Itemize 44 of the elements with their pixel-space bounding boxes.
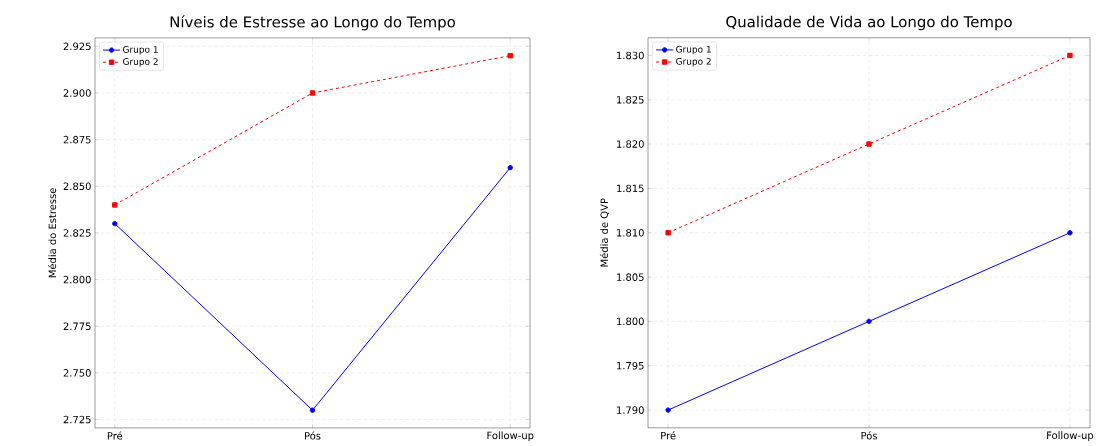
legend-label: Grupo 2 [123, 58, 158, 67]
y-tick-label: 2.750 [63, 369, 91, 377]
y-tick-label: 1.790 [617, 406, 644, 414]
point [112, 220, 118, 227]
y-tick-label: 2.775 [63, 322, 91, 331]
point [665, 407, 671, 413]
legend-label: Grupo 2 [676, 57, 711, 67]
y-axis-title: Média de QVP [599, 198, 610, 267]
point [309, 407, 316, 413]
y-tick-label: 2.850 [63, 182, 91, 191]
y-tick-label: 1.800 [617, 317, 644, 326]
y-axis-title: Média do Estresse [48, 188, 57, 278]
point [1067, 52, 1073, 59]
point [665, 230, 671, 236]
y-tick-label: 2.900 [63, 89, 91, 97]
chart-title: Níveis de Estresse ao Longo do Tempo [170, 15, 455, 31]
y-tick-label: 1.820 [617, 140, 644, 148]
y-tick-label: 2.925 [63, 42, 91, 51]
x-tick-label: Pré [661, 431, 676, 440]
point [1067, 230, 1073, 236]
x-tick-label: Pré [107, 431, 123, 440]
y-tick-label: 1.810 [617, 228, 644, 237]
point [507, 52, 513, 59]
y-tick-label: 1.805 [617, 273, 644, 281]
y-tick-label: 1.825 [617, 96, 644, 104]
y-tick-label: 2.725 [63, 415, 91, 424]
x-tick-label: Follow-up [1047, 431, 1094, 441]
point [112, 202, 118, 208]
y-tick-label: 1.815 [617, 184, 644, 193]
x-tick-label: Follow-up [487, 431, 534, 442]
point [866, 318, 872, 325]
y-tick-label: 1.795 [617, 361, 644, 370]
point [309, 90, 316, 96]
point [507, 164, 513, 171]
x-tick-label: Pós [305, 431, 321, 440]
y-tick-label: 2.875 [63, 135, 91, 144]
x-tick-label: Pós [861, 431, 877, 440]
y-tick-label: 2.800 [63, 275, 91, 284]
y-tick-label: 2.825 [63, 229, 91, 237]
legend-label: Grupo 1 [676, 45, 711, 55]
chart-title: Qualidade de Vida ao Longo do Tempo [726, 15, 1012, 31]
point [866, 141, 872, 147]
y-tick-label: 1.830 [617, 51, 644, 60]
legend-label: Grupo 1 [123, 46, 158, 55]
